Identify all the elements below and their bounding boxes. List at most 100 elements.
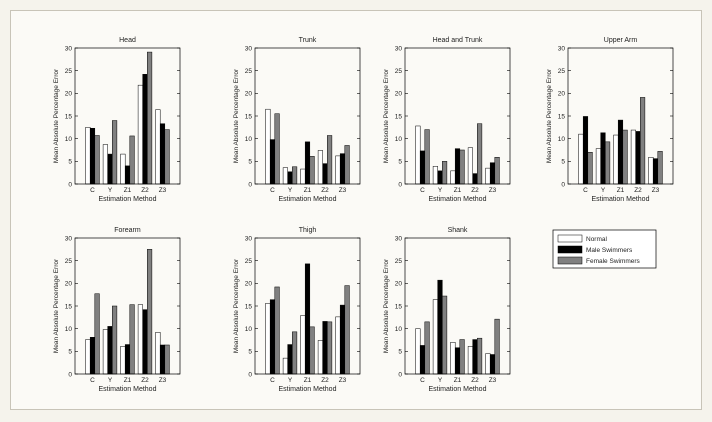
bar-z1-series-3 [459,149,465,185]
bar-c-series-1 [85,339,91,375]
legend-swatch [557,256,583,265]
y-tick-label: 0 [398,181,402,188]
bar-c-series-1 [415,125,421,185]
bar-y-series-2 [107,326,113,375]
bar-y-series-3 [292,166,298,185]
bar-z2-series-1 [317,340,323,375]
bar-c-series-3 [94,293,100,375]
plot-axes-box [404,237,511,375]
bar-y-series-1 [282,357,288,375]
y-tick-label: 25 [65,258,73,265]
y-tick-label: 15 [65,303,73,310]
bar-y-series-1 [432,166,438,185]
x-tick-label: Z2 [634,187,642,194]
x-tick-label: Y [108,377,113,384]
bar-z2-series-3 [147,249,153,375]
bar-y-series-1 [595,148,601,185]
y-axis-label: Mean Absolute Percentage Error [383,258,390,353]
plot-axes-box [74,237,181,375]
x-tick-label: C [270,377,275,384]
y-tick-label: 20 [245,281,253,288]
x-tick-label: Z2 [141,377,149,384]
y-tick-label: 5 [248,159,252,166]
bar-c-series-2 [269,299,276,375]
y-tick-label: 25 [245,68,253,75]
y-tick-label: 10 [395,326,403,333]
bar-z3-series-1 [155,332,161,375]
chart-title: Trunk [299,37,317,44]
bar-z1-series-1 [300,168,306,185]
bar-z2-series-3 [477,337,483,375]
y-tick-label: 15 [558,113,566,120]
bar-c-series-1 [415,328,421,375]
y-axis-label: Mean Absolute Percentage Error [53,68,60,163]
bar-c-series-1 [265,108,271,185]
y-tick-label: 20 [65,281,73,288]
y-tick-label: 10 [65,136,73,143]
plot-axes-box [567,47,674,185]
bar-z1-series-3 [459,339,465,375]
bar-z1-series-3 [309,156,315,185]
bar-z1-series-2 [454,347,461,375]
bar-y-series-2 [437,279,443,375]
legend-swatch [557,245,583,254]
bar-z2-series-1 [630,129,636,185]
x-tick-label: Z1 [304,377,312,384]
y-tick-label: 5 [398,159,402,166]
bar-z3-series-3 [164,344,170,375]
bar-z1-series-2 [454,148,461,185]
bar-z3-series-1 [155,109,161,185]
figure-frame [10,10,702,410]
x-tick-label: Z2 [321,187,329,194]
bar-z2-series-2 [635,131,641,185]
y-tick-label: 25 [65,68,73,75]
plot-axes-box [404,47,511,185]
bar-c-series-2 [89,337,96,375]
y-tick-label: 30 [395,235,403,242]
y-tick-label: 15 [395,303,403,310]
y-tick-label: 30 [558,45,566,52]
x-tick-label: Y [438,377,443,384]
x-tick-label: Z2 [471,377,479,384]
bar-z2-series-2 [322,163,328,185]
bar-y-series-2 [600,132,606,185]
y-tick-label: 10 [65,326,73,333]
x-axis-label: Estimation Method [592,196,650,203]
y-tick-label: 15 [395,113,403,120]
y-tick-label: 0 [561,181,565,188]
y-tick-label: 30 [65,45,73,52]
x-tick-label: Z1 [617,187,625,194]
y-tick-label: 10 [558,136,566,143]
bar-z3-series-2 [159,344,166,375]
bar-z1-series-1 [450,342,456,375]
y-tick-label: 15 [245,113,253,120]
bar-c-series-2 [89,127,96,185]
x-tick-label: Z1 [454,377,462,384]
bar-z1-series-2 [617,119,624,185]
bar-z2-series-3 [477,123,483,185]
bar-z3-series-3 [344,145,350,185]
bar-z1-series-3 [309,326,315,375]
bar-c-series-1 [85,127,91,185]
bar-z3-series-3 [344,285,350,375]
y-tick-label: 0 [248,371,252,378]
bar-z2-series-1 [137,84,143,185]
x-tick-label: Z2 [471,187,479,194]
x-axis-label: Estimation Method [279,386,337,393]
x-tick-label: Y [438,187,443,194]
bar-z3-series-2 [339,153,346,185]
y-axis-label: Mean Absolute Percentage Error [233,68,240,163]
bar-z3-series-1 [485,167,491,185]
y-tick-label: 10 [245,326,253,333]
x-tick-label: Y [288,187,293,194]
y-axis-label: Mean Absolute Percentage Error [53,258,60,353]
bar-y-series-3 [442,161,448,185]
y-tick-label: 5 [561,159,565,166]
x-axis-label: Estimation Method [279,196,337,203]
bar-c-series-2 [419,150,426,185]
